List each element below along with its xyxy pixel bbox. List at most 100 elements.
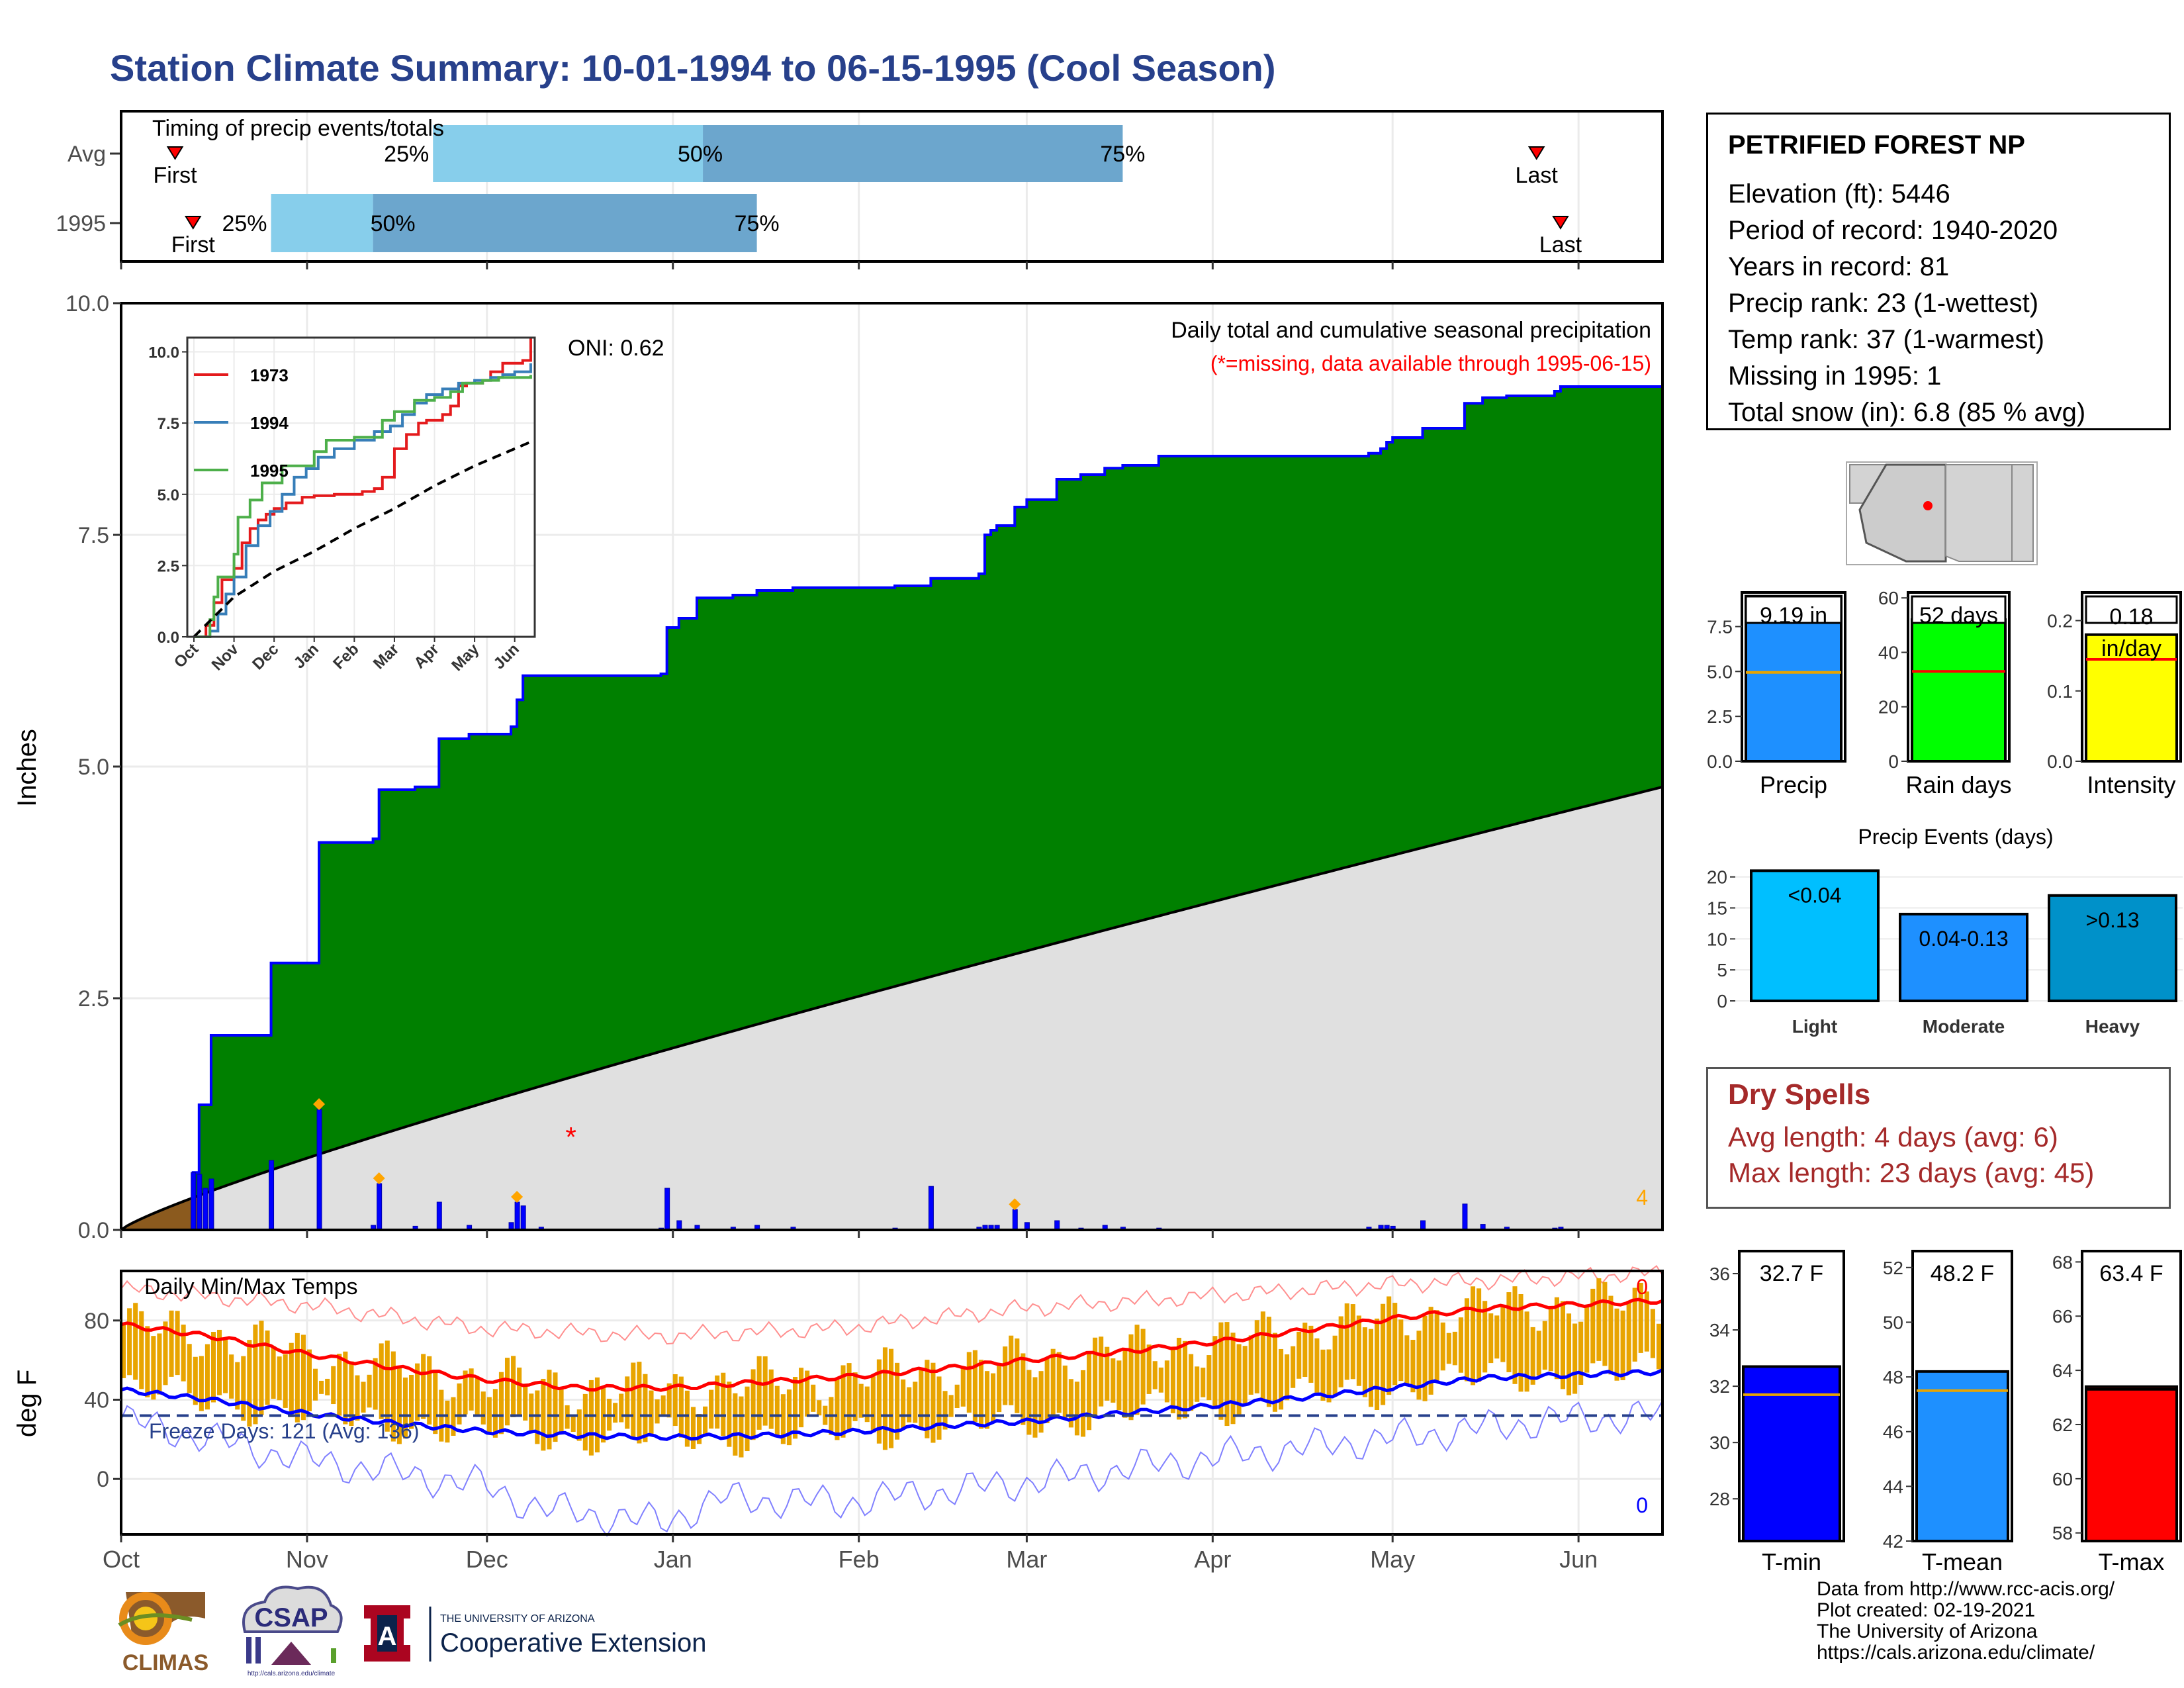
daily-temp-bar [216,1329,222,1395]
daily-temp-bar [373,1358,378,1410]
daily-temp-bar [1308,1325,1314,1383]
daily-temp-bar [1536,1331,1541,1376]
daily-temp-bar [1464,1298,1470,1382]
daily-temp-bar [247,1340,252,1427]
daily-temp-bar [1458,1317,1463,1373]
station-period: Period of record: 1940-2020 [1728,216,2058,245]
daily-temp-bar [1644,1291,1649,1352]
daily-precip-bar [1462,1203,1468,1231]
daily-temp-bar [888,1348,894,1448]
page-title: Station Climate Summary: 10-01-1994 to 0… [110,47,1276,89]
small-panel-value-label: 0.18 [2109,604,2153,630]
precip-y-tick-label: 0.0 [78,1218,109,1243]
small-panel-label-box [1911,595,2007,624]
month-tick-label: Jan [654,1546,692,1573]
small-panel-value-bar [1742,1365,1841,1543]
small-panel-y-tick-label: 58 [2052,1523,2073,1544]
small-panel-category-label: Precip [1760,771,1827,798]
inset-bg [187,338,535,637]
daily-temp-bar [331,1366,336,1405]
inset-average-line [193,439,535,638]
daily-temp-bar [942,1391,948,1430]
daily-temp-bar [547,1370,552,1450]
temp-panel-top-fill [2083,1252,2179,1385]
daily-temp-bar [978,1360,983,1429]
first-event-marker [184,216,202,230]
daily-temp-bar [751,1369,756,1440]
inset-series-line-1995 [194,375,532,638]
small-panel-y-tick-label: 2.5 [1707,706,1733,727]
daily-temp-bar [1170,1346,1175,1413]
small-panel-y-tick-label: 0.1 [2047,681,2073,702]
daily-temp-bar [1068,1379,1073,1428]
month-tick-label: Oct [103,1546,140,1573]
small-panel-value-bar [1911,618,2007,763]
daily-temp-bar [823,1405,828,1425]
daily-temp-bar [451,1397,456,1436]
daily-temp-bar [841,1365,846,1438]
daily-temp-bar [1512,1286,1518,1384]
daily-precip-bar [514,1201,520,1231]
record-min-line [120,1400,1663,1537]
daily-temp-bar [175,1311,180,1376]
daily-temp-bar [283,1354,288,1408]
small-panel-value-bar [2085,1385,2178,1542]
daily-temp-bar [1093,1337,1098,1419]
daily-temp-bar [565,1405,570,1429]
daily-temp-bar [1471,1286,1476,1385]
daily-temp-bar [277,1356,282,1401]
event-bar-label: <0.04 [1788,883,1842,907]
daily-temp-bar [535,1390,540,1444]
station-missing: Missing in 1995: 1 [1728,361,1942,391]
daily-temp-bar [1009,1335,1014,1405]
daily-temp-bar [523,1383,528,1421]
daily-precip-bar [520,1205,526,1231]
daily-temp-bar [1062,1365,1068,1419]
daily-precip-bar [316,1109,322,1231]
daily-temp-bar [1116,1360,1122,1411]
snow-marker [1009,1198,1021,1211]
daily-temp-bar [1189,1354,1194,1411]
small-panel-y-tick-label: 0.0 [2047,751,2073,772]
daily-temp-bar [1626,1301,1631,1373]
average-cumulative-line [120,785,1663,1231]
timing-label-first: First [154,163,198,188]
daily-temp-bar [343,1351,348,1425]
daily-precip-bar [676,1220,682,1231]
daily-temp-bar [390,1351,396,1442]
daily-temp-bar [613,1403,618,1423]
daily-temp-bar [1596,1278,1602,1361]
daily-temp-bar [1291,1346,1296,1388]
first-event-marker [166,146,184,160]
small-panel-y-tick-label: 0.2 [2047,611,2073,632]
daily-temp-bar [1338,1316,1343,1387]
daily-temp-bar [1398,1319,1404,1382]
credits: Data from http://www.rcc-acis.org/ Plot … [1817,1579,2115,1664]
daily-temp-bar [660,1395,666,1417]
daily-temp-bar [504,1358,510,1426]
timing-label-50: 50% [678,142,723,167]
average-cumulative-area [121,786,1662,1230]
daily-precip-bar [1012,1209,1018,1231]
daily-temp-bar [529,1393,534,1432]
inset-y-tick-label: 5.0 [158,487,179,504]
daily-temp-bar [931,1362,936,1443]
daily-temp-bar [379,1343,384,1419]
daily-temp-bar [1410,1339,1416,1393]
timing-bar-q2 [703,125,1123,182]
timing-label-75: 75% [1100,142,1145,167]
small-panel-label-box [1745,595,1843,624]
daily-temp-bar [241,1356,246,1421]
daily-temp-bar [271,1346,276,1399]
daily-temp-bar [709,1389,714,1429]
daily-temp-bar [811,1384,816,1412]
events-y-tick-label: 0 [1717,991,1727,1011]
daily-temp-bar [463,1370,468,1415]
daily-temp-bar [1602,1282,1608,1366]
daily-temp-bar [1542,1321,1547,1370]
event-category-label: Heavy [2085,1016,2140,1037]
daily-temp-bar [852,1372,858,1421]
small-panel-y-tick-label: 0.0 [1707,751,1733,772]
daily-temp-bar [655,1399,660,1424]
station-precip-rank: Precip rank: 23 (1-wettest) [1728,289,2039,318]
